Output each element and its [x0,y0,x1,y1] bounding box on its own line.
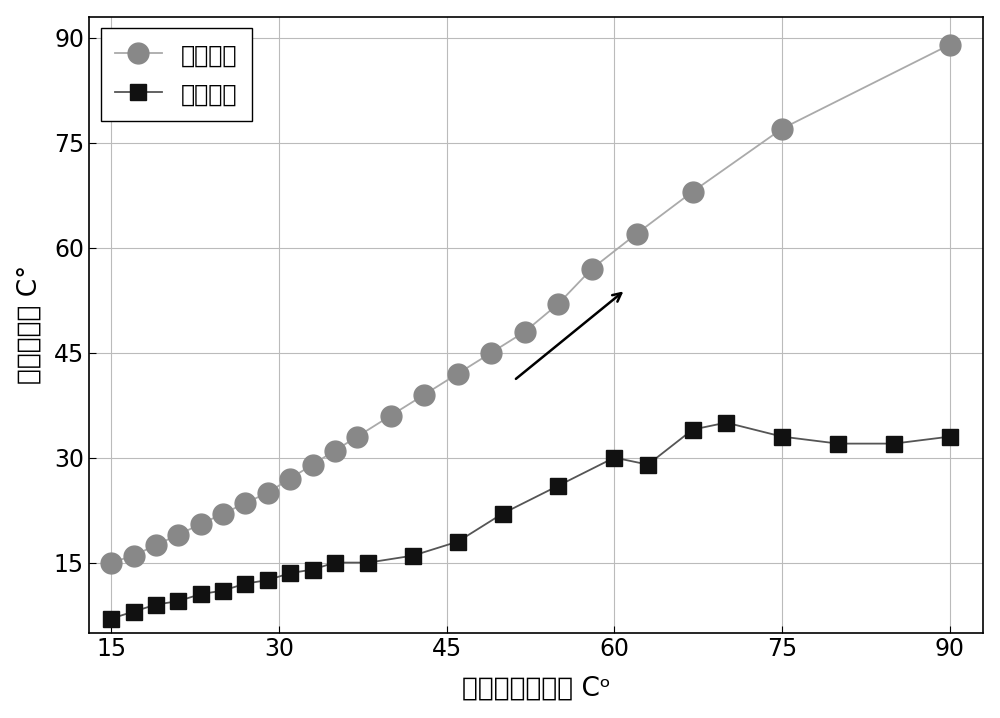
冷端温度 [642,460,654,469]
热端温度 [262,488,274,497]
冷端温度 [150,600,162,609]
热端温度 [631,229,643,238]
冷端温度 [832,439,844,448]
冷端温度 [687,425,699,434]
热端温度 [552,299,564,308]
冷端温度 [329,559,341,567]
Y-axis label: 检测温度， C°: 检测温度， C° [17,265,43,384]
冷端温度 [217,587,229,595]
热端温度 [687,187,699,196]
热端温度 [150,541,162,549]
冷端温度 [172,597,184,605]
冷端温度 [497,509,509,518]
冷端温度 [195,589,207,598]
冷端温度 [944,432,956,441]
冷端温度 [552,481,564,490]
冷端温度 [128,607,140,616]
X-axis label: 瞬态环境温度， Cᵒ: 瞬态环境温度， Cᵒ [462,676,610,701]
热端温度 [128,551,140,560]
热端温度 [519,327,531,336]
冷端温度 [720,419,732,427]
Legend: 热端温度, 冷端温度: 热端温度, 冷端温度 [101,29,252,121]
热端温度 [239,499,251,508]
冷端温度 [608,453,620,462]
冷端温度 [239,579,251,588]
冷端温度 [306,565,318,574]
热端温度 [105,559,117,567]
冷端温度 [262,576,274,584]
热端温度 [329,447,341,455]
冷端温度 [407,551,419,560]
热端温度 [351,432,363,441]
热端温度 [418,391,430,399]
热端温度 [452,369,464,378]
热端温度 [586,264,598,273]
冷端温度 [105,615,117,623]
冷端温度 [362,559,374,567]
热端温度 [944,40,956,49]
冷端温度 [452,537,464,546]
热端温度 [776,124,788,133]
冷端温度 [888,439,900,448]
热端温度 [284,475,296,483]
热端温度 [385,411,397,420]
热端温度 [172,531,184,539]
热端温度 [217,509,229,518]
热端温度 [195,520,207,528]
Line: 冷端温度: 冷端温度 [104,415,957,626]
热端温度 [485,348,497,357]
冷端温度 [284,569,296,577]
热端温度 [306,460,318,469]
冷端温度 [776,432,788,441]
Line: 热端温度: 热端温度 [101,34,960,573]
